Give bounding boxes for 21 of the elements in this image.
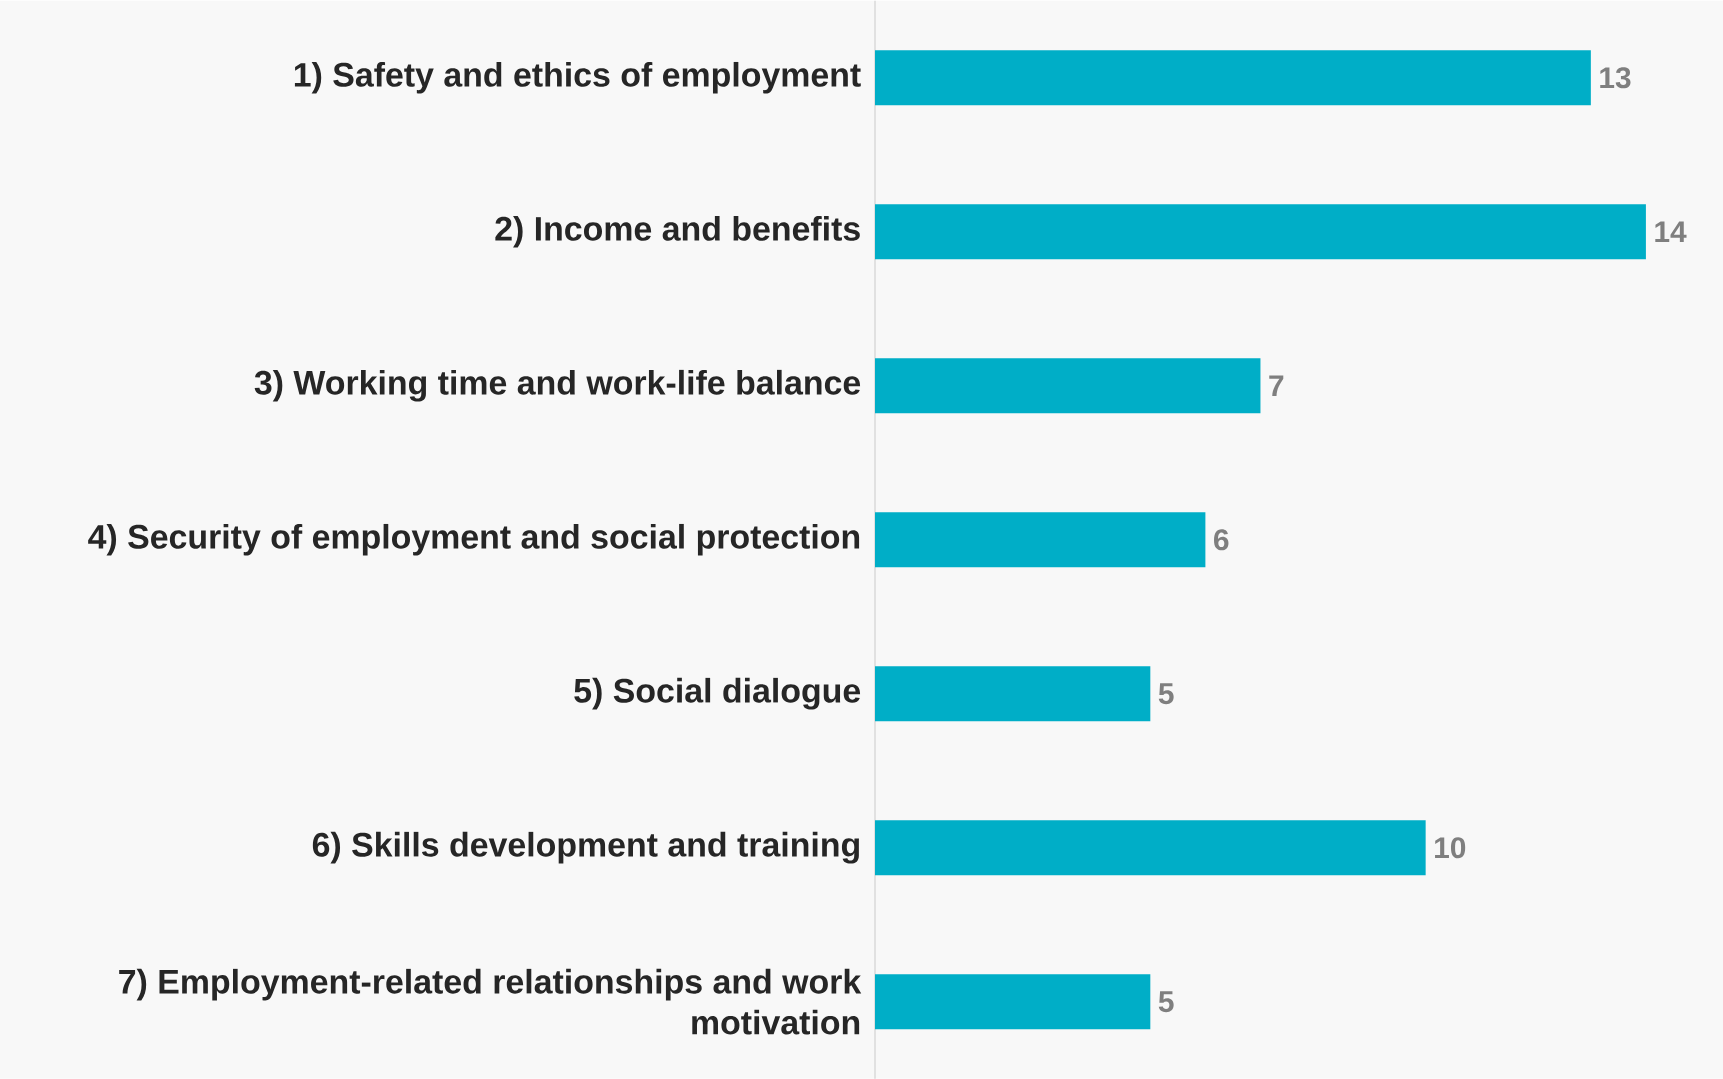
bar bbox=[875, 820, 1426, 876]
y-tick-label: 2) Income and benefits bbox=[495, 215, 860, 248]
data-label: 14 bbox=[1655, 221, 1687, 242]
bar bbox=[875, 204, 1646, 260]
bar bbox=[875, 358, 1261, 414]
data-label: 10 bbox=[1435, 836, 1466, 859]
y-tick-label: 6) Skills development and training bbox=[312, 831, 859, 864]
data-label: 6 bbox=[1214, 528, 1229, 551]
bar bbox=[875, 666, 1151, 722]
y-tick-label: 1) Safety and ethics of employment bbox=[294, 61, 861, 94]
y-tick-label: 5) Social dialogue bbox=[574, 677, 861, 710]
y-tick-label: 4) Security of employment and social protection bbox=[88, 523, 860, 556]
bar bbox=[875, 512, 1206, 568]
data-label: 7 bbox=[1269, 375, 1284, 396]
bar bbox=[875, 50, 1591, 106]
data-label: 13 bbox=[1600, 66, 1631, 89]
bar bbox=[875, 974, 1151, 1029]
y-tick-label: 7) Employment-related relationships and work motivation bbox=[119, 968, 862, 1035]
data-label: 5 bbox=[1158, 991, 1174, 1012]
y-tick-label: 3) Working time and work-life balance bbox=[254, 369, 861, 402]
data-label: 5 bbox=[1158, 683, 1174, 704]
